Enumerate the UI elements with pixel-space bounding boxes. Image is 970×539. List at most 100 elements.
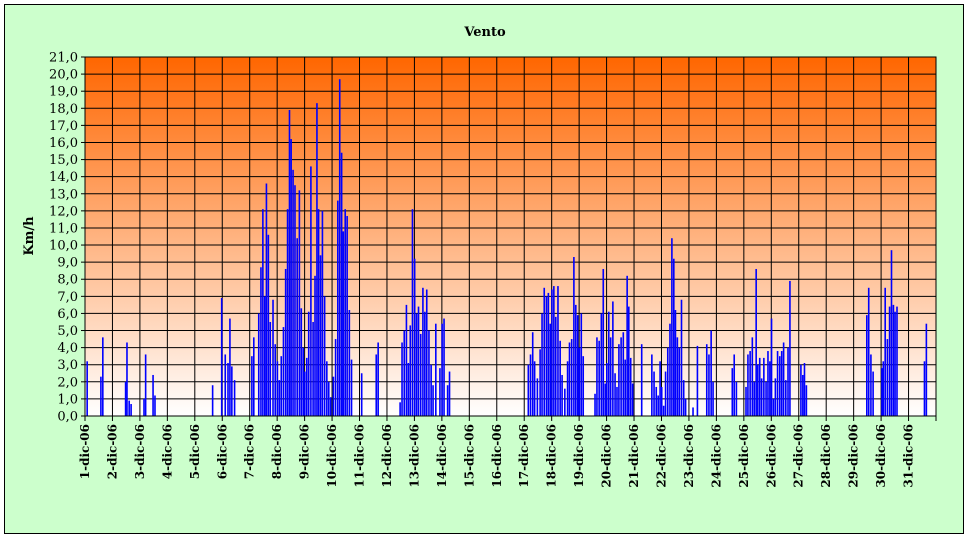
bar [769, 361, 771, 416]
x-tick-label: 13-dic-06 [407, 424, 421, 488]
bar [757, 364, 759, 416]
x-tick-label: 3-dic-06 [133, 424, 147, 479]
bar [660, 386, 663, 416]
y-tick-label: 11,0 [49, 221, 78, 236]
bar [894, 311, 896, 416]
bar [415, 313, 418, 416]
bar [533, 361, 536, 416]
x-tick-label: 30-dic-06 [874, 424, 888, 488]
bar [888, 306, 891, 416]
x-tick-label: 26-dic-06 [764, 424, 778, 488]
bar [785, 380, 787, 416]
x-tick-label: 21-dic-06 [627, 424, 641, 488]
bar [300, 308, 303, 416]
bar [274, 344, 277, 416]
bar [296, 238, 298, 416]
bar [712, 381, 714, 416]
bar [425, 289, 428, 416]
bar [886, 339, 889, 416]
bar [676, 337, 679, 416]
bar [265, 183, 268, 416]
bar [288, 110, 291, 416]
y-tick-label: 6,0 [57, 307, 78, 322]
bar [278, 380, 281, 416]
bar [772, 398, 775, 416]
x-tick-label: 1-dic-06 [78, 424, 92, 479]
bar [401, 342, 403, 416]
x-tick-label: 29-dic-06 [847, 424, 861, 488]
bar [332, 376, 335, 416]
bar [778, 356, 781, 416]
bar [554, 316, 557, 416]
bar [446, 385, 449, 416]
bar [745, 386, 747, 416]
bar [251, 356, 253, 416]
bar [884, 287, 886, 416]
bar [276, 361, 279, 416]
bar [233, 380, 236, 416]
bar [570, 339, 573, 416]
x-tick-label: 19-dic-06 [572, 424, 586, 488]
bar [290, 139, 292, 416]
bar [612, 301, 614, 416]
bar [316, 103, 318, 416]
bar [326, 361, 328, 416]
bar [531, 332, 534, 416]
bar [774, 378, 777, 416]
y-axis-label: Km/h [22, 216, 37, 256]
y-tick-label: 13,0 [49, 187, 78, 202]
bar [749, 351, 751, 416]
y-tick-label: 15,0 [49, 153, 78, 168]
bar [622, 332, 625, 416]
plot-border [84, 56, 937, 417]
bar [616, 386, 618, 416]
x-tick-label: 11-dic-06 [353, 424, 367, 488]
bar [267, 234, 270, 416]
bar [867, 287, 870, 416]
y-tick-label: 9,0 [57, 256, 78, 271]
x-tick-label: 6-dic-06 [215, 424, 229, 479]
bar [338, 79, 341, 416]
bar [229, 318, 231, 416]
bar [872, 371, 874, 416]
bar [659, 361, 661, 416]
bar [666, 347, 669, 416]
bar [575, 304, 577, 416]
bar [269, 321, 272, 416]
bar [673, 258, 675, 416]
bar-series [86, 79, 928, 417]
bar [568, 342, 571, 416]
bar [144, 354, 147, 416]
bar [776, 351, 779, 416]
bar [302, 347, 305, 416]
x-tick-label: 14-dic-06 [435, 424, 449, 488]
bar [640, 344, 643, 416]
bar [539, 349, 541, 416]
bar [755, 268, 757, 416]
bar [317, 209, 320, 416]
bar [126, 342, 128, 416]
x-tick-label: 8-dic-06 [270, 424, 284, 479]
bar [304, 371, 306, 416]
bar [286, 209, 289, 416]
bar [443, 318, 445, 416]
bar [735, 381, 738, 416]
bar [800, 364, 802, 416]
bar [582, 356, 585, 416]
bar [763, 357, 765, 416]
bar [340, 152, 343, 417]
y-tick-label: 16,0 [49, 136, 78, 151]
bar [627, 306, 630, 416]
bar [435, 323, 437, 416]
bar [551, 289, 553, 416]
bar [102, 337, 104, 416]
bar [803, 363, 806, 416]
bar [758, 357, 761, 416]
bar [651, 354, 653, 416]
bar [329, 397, 332, 416]
bar [411, 209, 414, 416]
bar [350, 359, 353, 416]
bar [600, 313, 603, 416]
x-tick-label: 16-dic-06 [490, 424, 504, 488]
bar [424, 311, 426, 416]
